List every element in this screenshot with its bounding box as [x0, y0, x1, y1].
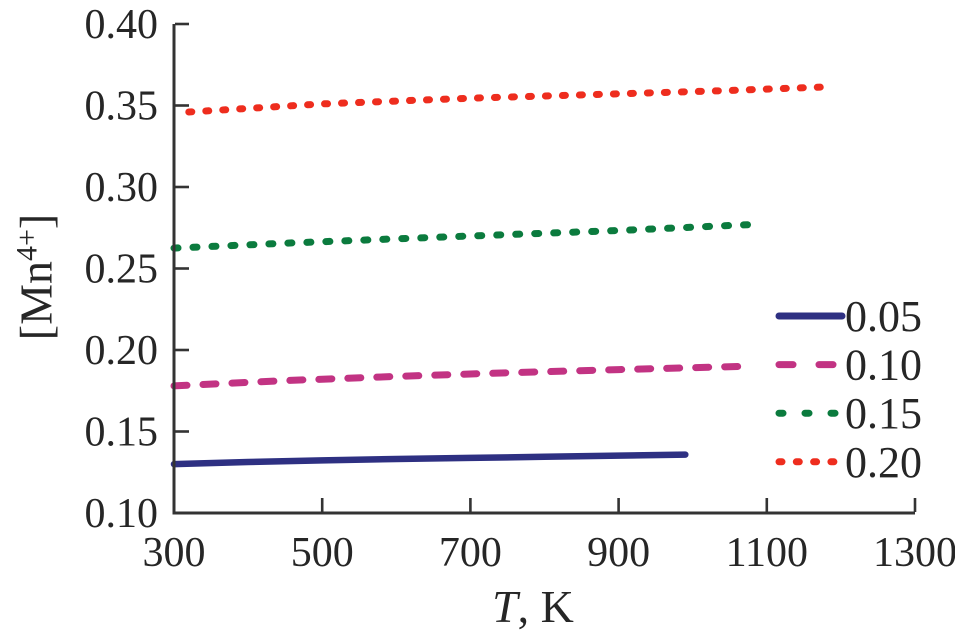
legend-label-0.15: 0.15 — [845, 389, 922, 438]
y-tick-label: 0.10 — [85, 491, 159, 537]
x-tick-label: 300 — [143, 530, 206, 576]
series-line-0.20 — [185, 83, 834, 116]
legend-label-0.10: 0.10 — [845, 341, 922, 390]
y-tick-label: 0.15 — [85, 410, 159, 456]
y-tick-label: 0.35 — [85, 84, 159, 130]
axis-spines — [172, 24, 915, 515]
x-axis-title-variable: T — [492, 581, 518, 632]
legend-label-0.20: 0.20 — [845, 438, 922, 487]
x-tick-label: 700 — [439, 530, 502, 576]
x-axis-title-units: , K — [517, 581, 574, 632]
x-tick-label: 1100 — [726, 530, 808, 576]
x-tick-label: 1300 — [873, 530, 955, 576]
y-axis-title: [Mn4+] — [10, 214, 63, 340]
legend-label-0.05: 0.05 — [845, 292, 922, 341]
y-tick-label: 0.20 — [85, 328, 159, 374]
y-axis-title-close: ] — [10, 213, 62, 230]
series-line-0.15 — [170, 221, 756, 252]
y-tick-label: 0.40 — [85, 2, 159, 48]
y-axis-title-superscript: 4+ — [10, 229, 44, 262]
y-tick-label: 0.30 — [85, 165, 159, 211]
series-line-0.10 — [170, 362, 749, 390]
x-tick-label: 500 — [291, 530, 354, 576]
y-axis-title-open: [Mn — [10, 261, 62, 341]
series-line-0.05 — [170, 451, 689, 468]
x-axis-title: T, K — [492, 580, 574, 632]
y-tick-label: 0.25 — [85, 247, 159, 293]
x-tick-label: 900 — [587, 530, 650, 576]
